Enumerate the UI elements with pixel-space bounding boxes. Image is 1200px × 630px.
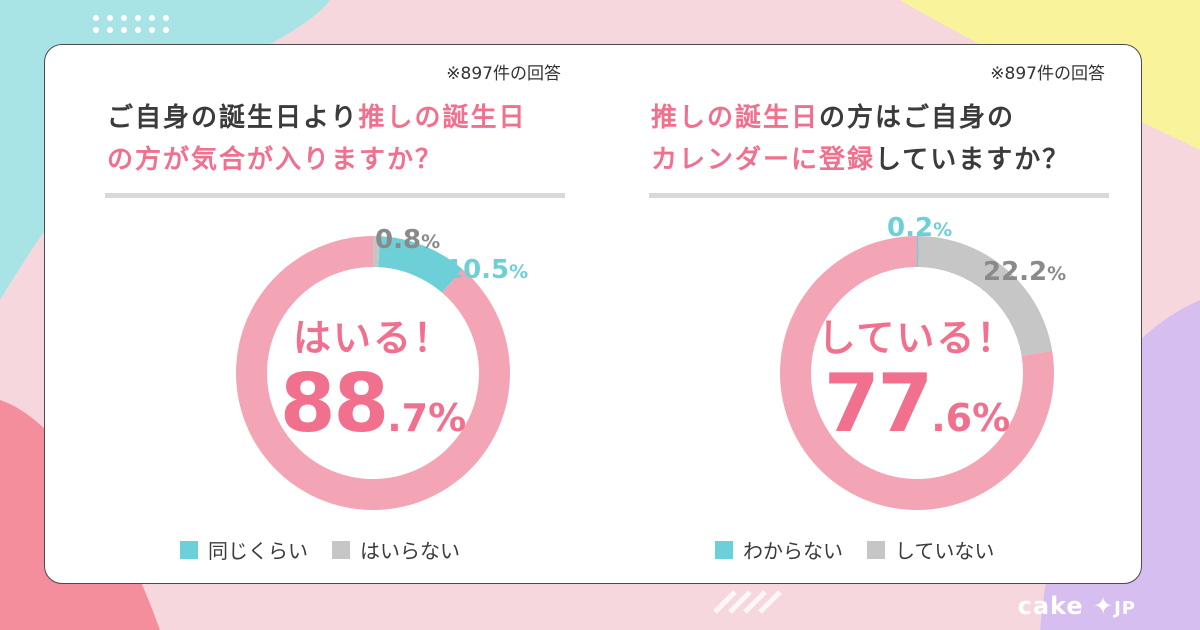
center-value: 77.6% (797, 357, 1037, 450)
question-title: 推しの誕生日の方はご自身の カレンダーに登録していますか？ (651, 97, 1070, 181)
center-value-decimal: .7% (387, 396, 467, 440)
slice-gray (373, 236, 380, 268)
label-gray-value: 0.8 (375, 225, 422, 255)
question-line2-a: カレンダーに登録 (651, 145, 876, 175)
response-count-note: ※897件の回答 (990, 64, 1105, 84)
label-teal-pct: 0.2% (887, 213, 952, 243)
center-label: している！ (817, 316, 1017, 360)
legend-item-gray: していない (867, 535, 994, 564)
label-gray-unit: % (421, 231, 441, 253)
legend: 同じくらい はいらない (180, 535, 460, 564)
legend-swatch-teal (180, 540, 198, 559)
legend-label-gray: はいらない (360, 539, 460, 563)
question-line1-a: ご自身の誕生日より (107, 103, 359, 133)
label-gray-value: 22.2 (983, 257, 1048, 287)
question-line1-b: 推しの誕生日 (358, 103, 527, 133)
legend-label-teal: わからない (743, 539, 843, 563)
center-label: はいる！ (292, 316, 453, 360)
question-line2-b: していますか？ (875, 145, 1071, 175)
divider (649, 193, 1109, 198)
brand-suffix: JP (1114, 598, 1136, 619)
slice-gray (918, 236, 1053, 356)
donut-chart (236, 236, 511, 510)
legend: わからない していない (715, 535, 994, 564)
question-line2-a: の方が気合が入りますか？ (107, 145, 444, 175)
label-gray-unit: % (1047, 263, 1067, 285)
legend-swatch-teal (715, 540, 733, 559)
legend-label-gray: していない (895, 539, 995, 563)
slice-teal (917, 236, 919, 268)
legend-label-teal: 同じくらい (208, 539, 308, 563)
chart-panel-1: ※897件の回答 ご自身の誕生日より推しの誕生日 の方が気合が入りますか？ はい… (85, 45, 605, 583)
label-teal-pct: 10.5% (445, 255, 528, 285)
label-gray-pct: 22.2% (983, 257, 1066, 287)
slice-teal (378, 236, 463, 293)
brand-logo: cake ✦JP (1018, 592, 1136, 620)
question-line1-a: 推しの誕生日 (651, 103, 820, 133)
label-teal-unit: % (509, 261, 529, 283)
legend-item-teal: わからない (715, 535, 843, 564)
label-teal-unit: % (933, 219, 953, 241)
legend-swatch-gray (332, 540, 350, 559)
divider (105, 193, 565, 198)
brand-name: cake (1017, 592, 1084, 620)
donut-chart (780, 236, 1054, 510)
center-value: 88.7% (253, 357, 493, 450)
response-count-note: ※897件の回答 (446, 64, 561, 84)
label-teal-value: 0.2 (887, 213, 934, 243)
question-title: ご自身の誕生日より推しの誕生日 の方が気合が入りますか？ (107, 97, 527, 181)
chart-panel-2: ※897件の回答 推しの誕生日の方はご自身の カレンダーに登録していますか？ し… (629, 45, 1141, 583)
legend-item-gray: はいらない (332, 535, 460, 564)
legend-swatch-gray (867, 540, 885, 559)
label-teal-value: 10.5 (445, 255, 510, 285)
survey-card: ※897件の回答 ご自身の誕生日より推しの誕生日 の方が気合が入りますか？ はい… (44, 44, 1142, 584)
center-value-integer: 77 (823, 357, 933, 450)
question-line1-b: の方はご自身の (819, 103, 1016, 133)
label-gray-pct: 0.8% (375, 225, 440, 255)
legend-item-teal: 同じくらい (180, 535, 308, 564)
brand-sparkle-icon: ✦ (1093, 592, 1115, 620)
center-value-decimal: .6% (931, 396, 1011, 440)
center-value-integer: 88 (279, 357, 389, 450)
